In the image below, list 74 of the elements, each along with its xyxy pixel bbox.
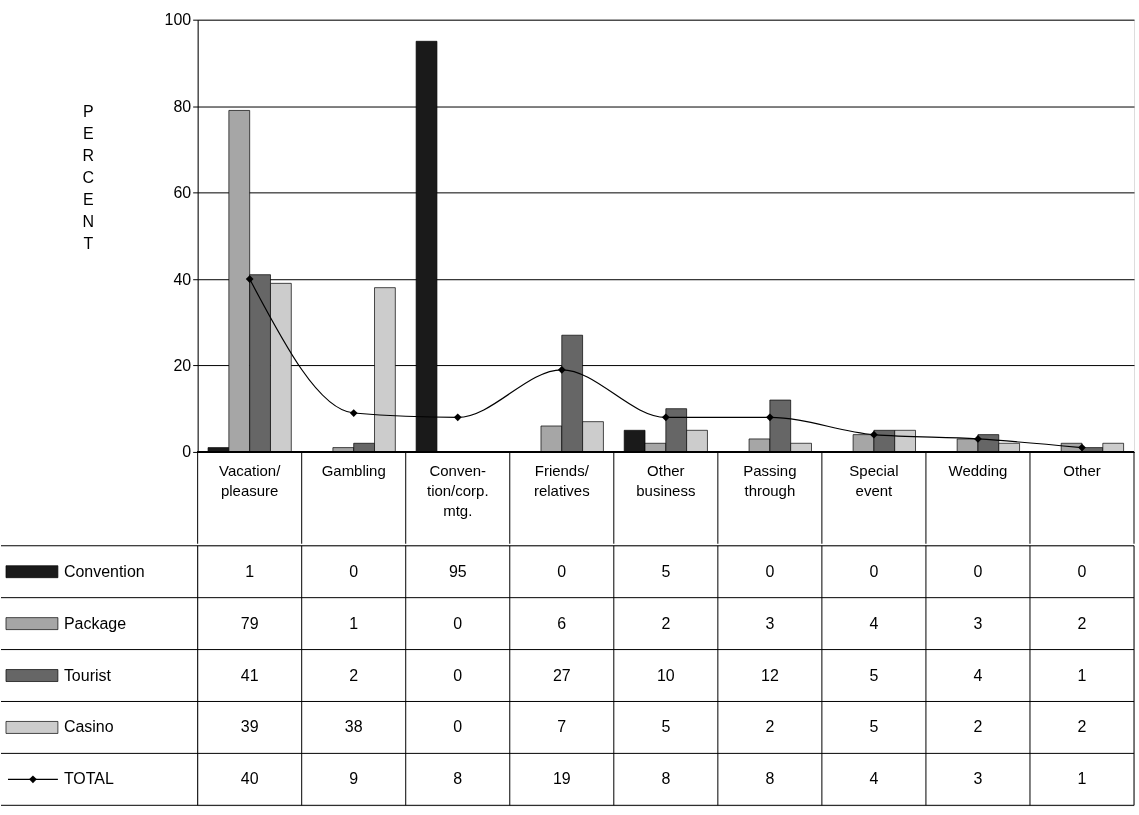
point — [349, 409, 358, 417]
data-label: 2 — [765, 718, 775, 736]
data-label: 39 — [240, 718, 259, 736]
x-tick-label: Other — [1063, 462, 1101, 480]
data-label: 2 — [1077, 614, 1087, 632]
data-label: 10 — [656, 666, 675, 684]
data-label: 0 — [453, 614, 463, 632]
point — [766, 413, 774, 422]
data-label: 27 — [552, 666, 571, 684]
data-label: 5 — [661, 562, 671, 580]
data-label: 2 — [1077, 718, 1087, 736]
data-label: 0 — [349, 562, 359, 580]
data-label: 19 — [552, 770, 571, 788]
data-label: 3 — [765, 614, 775, 632]
data-label: 8 — [661, 770, 671, 788]
data-label: 0 — [453, 666, 463, 684]
x-tick-label: Friends/ relatives — [533, 462, 590, 500]
point — [453, 413, 462, 422]
data-label: 7 — [557, 718, 567, 736]
y-tick-label: 0 — [182, 443, 192, 461]
x-tick-label: Vacation/ pleasure — [219, 462, 282, 500]
data-label: 5 — [869, 666, 879, 684]
y-tick-label: 40 — [173, 270, 192, 288]
data-label: 2 — [349, 666, 359, 684]
data-label: 12 — [760, 666, 779, 684]
x-tick-label: Passing through — [743, 462, 797, 500]
data-label: 0 — [453, 718, 463, 736]
y-tick-label: 60 — [173, 184, 192, 202]
legend-label: TOTAL — [63, 770, 114, 788]
data-label: 95 — [448, 562, 467, 580]
data-label: 1 — [1077, 666, 1087, 684]
data-label: 9 — [349, 770, 359, 788]
x-tick-label: Wedding — [948, 462, 1008, 480]
data-label: 1 — [349, 614, 359, 632]
legend-label: Package — [63, 614, 127, 632]
data-label: 40 — [240, 770, 259, 788]
data-label: 6 — [557, 614, 567, 632]
point — [870, 430, 878, 439]
data-label: 8 — [453, 770, 463, 788]
data-label: 4 — [869, 614, 879, 632]
data-label: 5 — [661, 718, 671, 736]
point — [245, 275, 254, 283]
data-label: 79 — [240, 614, 259, 632]
data-label: 38 — [344, 718, 363, 736]
data-label: 2 — [661, 614, 671, 632]
x-tick-label: Special event — [849, 462, 899, 500]
data-label: 2 — [973, 718, 983, 736]
data-label: 0 — [869, 562, 879, 580]
data-label: 1 — [1077, 770, 1087, 788]
data-label: 5 — [869, 718, 879, 736]
legend-label: Tourist — [63, 666, 112, 684]
point — [661, 413, 670, 422]
x-tick-label: Conven- tion/corp. mtg. — [426, 462, 489, 520]
data-label: 0 — [765, 562, 775, 580]
data-label: 0 — [1077, 562, 1087, 580]
point — [557, 365, 566, 374]
point — [1078, 443, 1086, 452]
y-tick-label: 20 — [173, 356, 192, 374]
x-tick-label: Other business — [636, 462, 696, 500]
legend-label: Convention — [63, 562, 145, 580]
legend-label: Casino — [63, 718, 114, 736]
data-label: 0 — [973, 562, 983, 580]
data-label: 1 — [245, 562, 255, 580]
data-label: 8 — [765, 770, 775, 788]
y-axis-title: PERCENT — [82, 103, 95, 252]
data-label: 3 — [973, 614, 983, 632]
data-label: 0 — [557, 562, 567, 580]
y-tick-label: 80 — [173, 97, 192, 115]
y-tick-label: 100 — [164, 11, 192, 29]
data-label: 4 — [973, 666, 983, 684]
data-label: 41 — [240, 666, 259, 684]
data-label: 3 — [973, 770, 983, 788]
x-tick-label: Gambling — [321, 462, 386, 480]
data-label: 4 — [869, 770, 879, 788]
